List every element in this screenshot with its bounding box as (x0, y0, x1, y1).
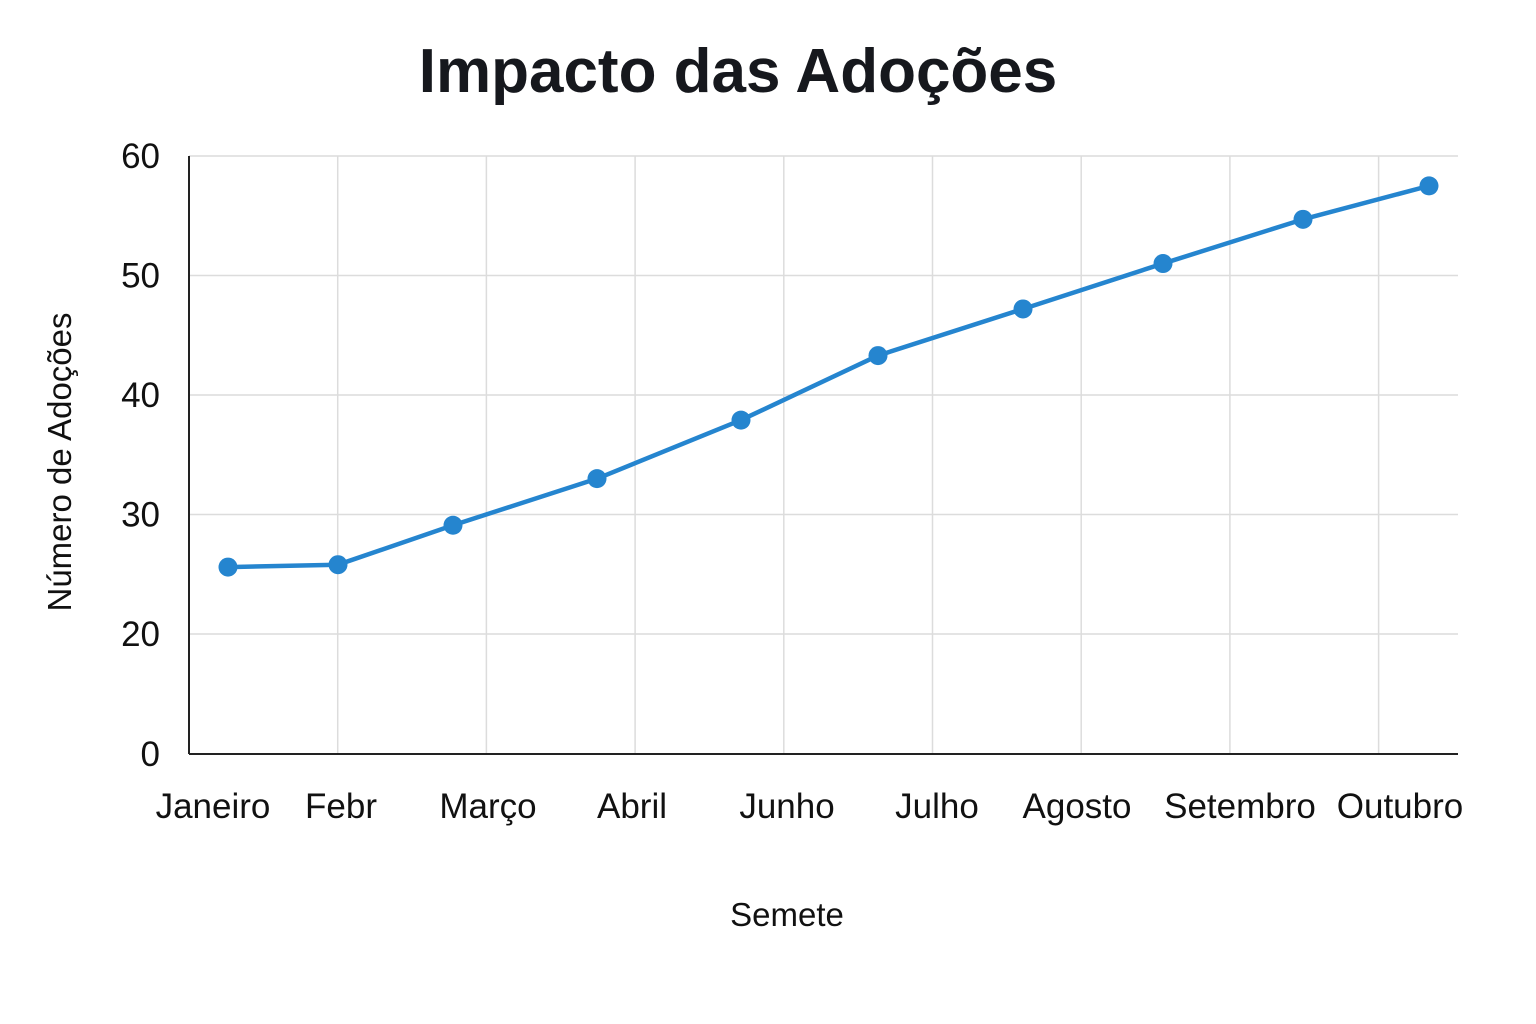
data-point (868, 346, 888, 366)
data-point (218, 557, 238, 577)
x-tick-label: Julho (895, 787, 979, 826)
x-tick-label: Março (439, 787, 536, 826)
data-point (1153, 254, 1173, 274)
data-point (1013, 299, 1033, 319)
y-tick-labels: 0 20 30 40 50 60 (121, 137, 160, 774)
data-point (1419, 176, 1439, 196)
y-tick-label: 20 (121, 615, 160, 654)
x-tick-label: Abril (597, 787, 667, 826)
y-tick-label: 30 (121, 496, 160, 535)
data-point (1293, 209, 1313, 229)
y-axis-title: Número de Adoções (41, 312, 78, 611)
x-tick-label: Setembro (1164, 787, 1316, 826)
y-tick-label: 50 (121, 257, 160, 296)
y-tick-label: 60 (121, 137, 160, 176)
axes (188, 156, 1458, 755)
x-tick-label: Janeiro (156, 787, 271, 826)
data-point (731, 410, 751, 430)
data-point (587, 469, 607, 489)
data-point (443, 515, 463, 535)
x-tick-label: Febr (305, 787, 377, 826)
y-tick-label: 40 (121, 376, 160, 415)
x-tick-label: Junho (739, 787, 834, 826)
series-group (218, 176, 1439, 577)
x-tick-label: Agosto (1023, 787, 1132, 826)
grid (189, 155, 1458, 754)
data-point (328, 555, 348, 575)
y-tick-label: 0 (141, 735, 160, 774)
x-axis-title: Semete (730, 896, 844, 933)
chart-title: Impacto das Adoções (419, 37, 1058, 106)
x-tick-label: Outubro (1337, 787, 1463, 826)
series-line (225, 183, 1432, 570)
x-tick-labels: Janeiro Febr Março Abril Junho Julho Agosto Set… (156, 787, 1464, 826)
